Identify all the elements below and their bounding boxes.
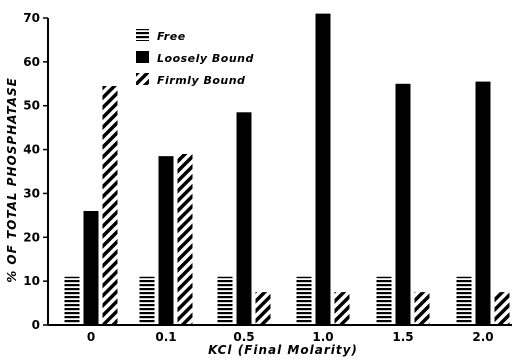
y-tick-label: 30 (23, 186, 40, 200)
bar-free (217, 276, 233, 325)
y-tick-label: 50 (23, 99, 40, 113)
bar-loosely-bound (236, 112, 252, 326)
y-tick-label: 10 (23, 274, 40, 288)
y-axis-title: % OF TOTAL PHOSPHATASE (5, 77, 19, 283)
x-tick-label: 0 (87, 330, 95, 344)
bar-firmly-bound (177, 153, 193, 325)
bar-firmly-bound (102, 85, 118, 325)
axes (43, 17, 512, 326)
bar-loosely-bound (395, 83, 411, 326)
bar-firmly-bound (494, 292, 510, 325)
x-tick-label: 1.0 (312, 330, 333, 344)
y-tick-labels: 0 10 20 30 40 50 60 70 (23, 11, 40, 332)
bar-firmly-bound (414, 292, 430, 325)
bar-loosely-bound (83, 210, 99, 325)
y-tick-label: 70 (23, 11, 40, 25)
bars-group (64, 13, 510, 326)
bar-free (296, 276, 312, 325)
bar-free (376, 276, 392, 325)
bar-firmly-bound (255, 292, 271, 325)
legend: Free Loosely Bound Firmly Bound (136, 29, 254, 87)
y-tick-label: 0 (32, 318, 40, 332)
bar-free (456, 276, 472, 325)
bar-loosely-bound (158, 156, 174, 325)
bar-free (139, 276, 155, 325)
x-axis-title: KCl (Final Molarity) (208, 343, 358, 357)
y-tick-label: 60 (23, 55, 40, 69)
legend-swatch-free (136, 29, 149, 41)
bar-free (64, 276, 80, 325)
legend-label-free: Free (157, 30, 186, 43)
x-tick-label: 1.5 (392, 330, 413, 344)
bar-loosely-bound (475, 81, 491, 325)
x-tick-labels: 0 0.1 0.5 1.0 1.5 2.0 (87, 330, 494, 344)
bar-firmly-bound (334, 292, 350, 325)
x-tick-label: 0.5 (233, 330, 254, 344)
y-tick-label: 40 (23, 143, 40, 157)
y-tick-label: 20 (23, 230, 40, 244)
legend-label-firmly-bound: Firmly Bound (157, 74, 245, 87)
bar-loosely-bound (315, 13, 331, 325)
legend-label-loosely-bound: Loosely Bound (157, 52, 254, 65)
legend-swatch-loosely-bound (136, 51, 149, 63)
x-tick-label: 0.1 (155, 330, 176, 344)
legend-swatch-firmly-bound (136, 73, 149, 85)
x-tick-label: 2.0 (472, 330, 493, 344)
